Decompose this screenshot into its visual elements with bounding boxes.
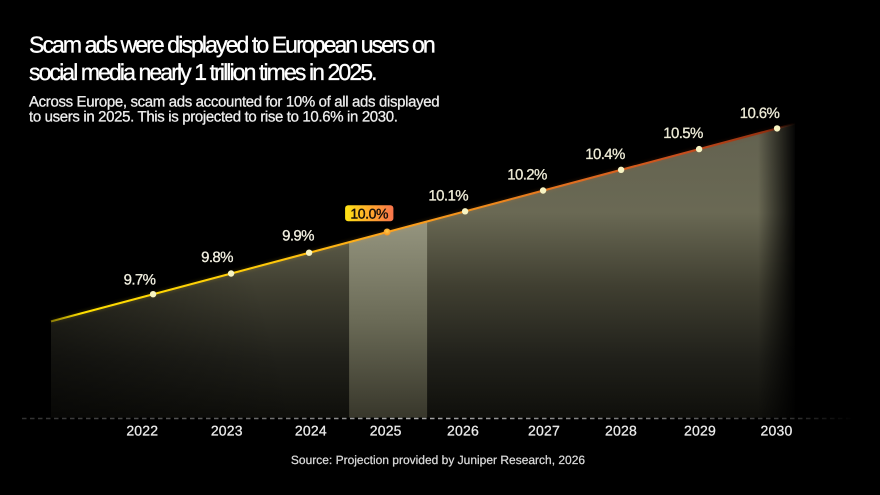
svg-text:2022: 2022 bbox=[126, 423, 158, 439]
svg-text:Across Europe, scam ads accoun: Across Europe, scam ads accounted for 10… bbox=[29, 93, 439, 110]
svg-text:2026: 2026 bbox=[447, 423, 479, 439]
svg-text:10.1%: 10.1% bbox=[428, 187, 468, 204]
svg-text:2023: 2023 bbox=[211, 423, 243, 439]
svg-text:2030: 2030 bbox=[761, 423, 793, 439]
svg-text:Source: Projection provided by: Source: Projection provided by Juniper R… bbox=[291, 453, 585, 467]
svg-text:social media nearly 1 trillion: social media nearly 1 trillion times in … bbox=[29, 59, 376, 85]
svg-text:9.7%: 9.7% bbox=[124, 271, 156, 288]
svg-text:2027: 2027 bbox=[528, 423, 560, 439]
svg-text:to users in 2025. This is proj: to users in 2025. This is projected to r… bbox=[29, 108, 398, 125]
svg-text:9.9%: 9.9% bbox=[282, 228, 314, 245]
svg-text:2024: 2024 bbox=[295, 423, 327, 439]
svg-text:10.4%: 10.4% bbox=[585, 146, 625, 163]
svg-text:9.8%: 9.8% bbox=[201, 249, 233, 266]
svg-text:10.6%: 10.6% bbox=[740, 105, 780, 122]
svg-text:Scam ads were displayed to Eur: Scam ads were displayed to European user… bbox=[29, 32, 435, 58]
svg-text:10.0%: 10.0% bbox=[350, 205, 388, 221]
svg-text:2028: 2028 bbox=[605, 423, 637, 439]
svg-text:10.2%: 10.2% bbox=[507, 167, 547, 184]
svg-text:2029: 2029 bbox=[684, 423, 716, 439]
svg-text:10.5%: 10.5% bbox=[663, 125, 703, 142]
svg-text:2025: 2025 bbox=[370, 423, 402, 439]
